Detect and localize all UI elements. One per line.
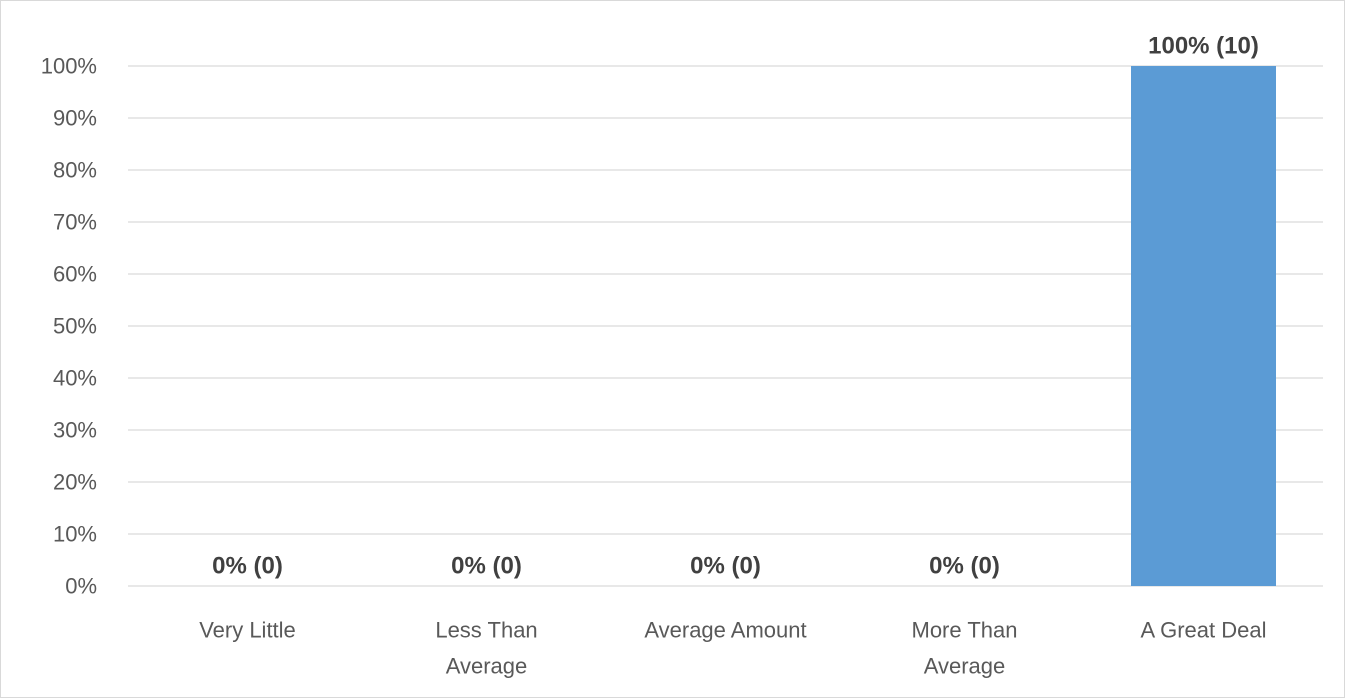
data-label: 0% (0)	[451, 553, 522, 580]
x-category-label: More Than	[912, 618, 1018, 643]
x-axis-category-labels: Very Little Less Than Average Average Amoun…	[199, 618, 1266, 679]
y-tick-label: 50%	[53, 314, 97, 339]
y-axis-tick-labels: 0% 10% 20% 30% 40% 50% 60% 70% 80% 90% 100%	[41, 54, 97, 599]
x-category-label: Very Little	[199, 618, 296, 643]
y-tick-label: 90%	[53, 106, 97, 131]
y-tick-label: 100%	[41, 54, 97, 79]
y-tick-label: 30%	[53, 418, 97, 443]
y-tick-label: 60%	[53, 262, 97, 287]
gridlines	[128, 65, 1323, 587]
bar	[1131, 66, 1276, 586]
data-label: 100% (10)	[1148, 33, 1259, 60]
x-category-label: A Great Deal	[1141, 618, 1267, 643]
x-category-label: Average Amount	[644, 618, 806, 643]
data-label: 0% (0)	[212, 553, 283, 580]
y-tick-label: 80%	[53, 158, 97, 183]
x-category-label: Less Than	[435, 618, 537, 643]
bars	[1131, 66, 1276, 586]
y-tick-label: 10%	[53, 522, 97, 547]
y-tick-label: 40%	[53, 366, 97, 391]
data-labels: 0% (0) 0% (0) 0% (0) 0% (0) 100% (10)	[212, 33, 1259, 580]
data-label: 0% (0)	[690, 553, 761, 580]
x-category-label: Average	[446, 654, 528, 679]
y-tick-label: 20%	[53, 470, 97, 495]
y-tick-label: 70%	[53, 210, 97, 235]
data-label: 0% (0)	[929, 553, 1000, 580]
y-tick-label: 0%	[65, 574, 97, 599]
x-category-label: Average	[924, 654, 1006, 679]
